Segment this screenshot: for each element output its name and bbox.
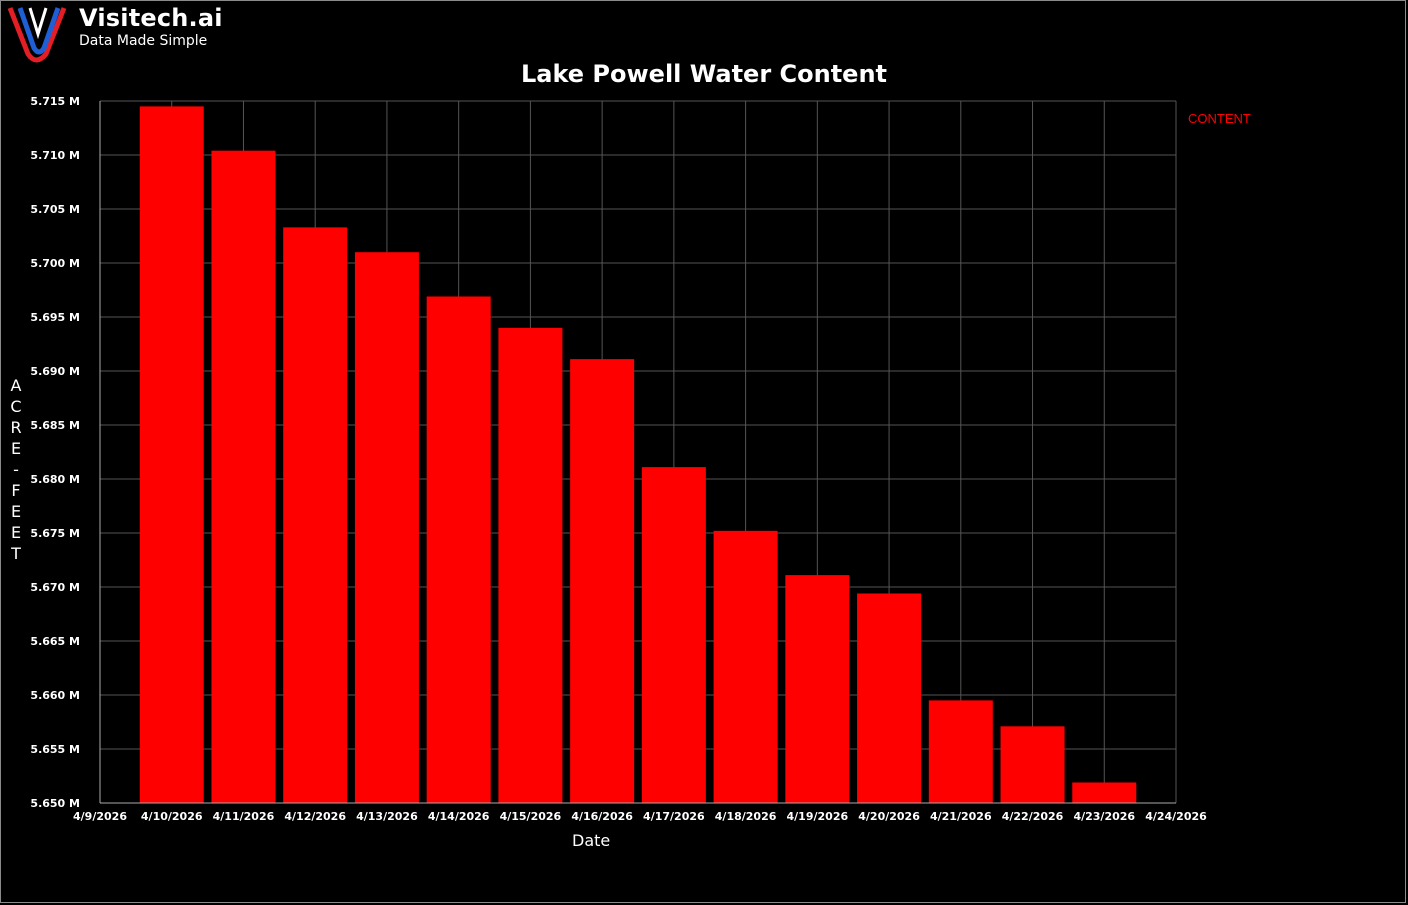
y-tick-label: 5.670 M <box>30 581 80 594</box>
chart-title: Lake Powell Water Content <box>520 60 888 88</box>
bar-4-18-2026 <box>713 530 778 803</box>
bar-4-21-2026 <box>928 700 993 803</box>
bar-4-13-2026 <box>354 252 419 803</box>
bar-4-20-2026 <box>857 593 922 803</box>
bar-4-23-2026 <box>1072 782 1137 803</box>
y-tick-label: 5.655 M <box>30 743 80 756</box>
x-tick-label: 4/10/2026 <box>141 810 203 823</box>
y-tick-label: 5.675 M <box>30 527 80 540</box>
y-tick-label: 5.685 M <box>30 419 80 432</box>
bar-4-11-2026 <box>211 150 276 803</box>
x-tick-label: 4/24/2026 <box>1145 810 1207 823</box>
y-tick-label: 5.700 M <box>30 257 80 270</box>
brand-name: Visitech.ai <box>79 4 223 32</box>
x-tick-label: 4/22/2026 <box>1002 810 1064 823</box>
legend-entry-content: CONTENT <box>1188 111 1251 126</box>
x-tick-label: 4/12/2026 <box>284 810 346 823</box>
bar-4-19-2026 <box>785 575 850 803</box>
x-tick-label: 4/11/2026 <box>213 810 275 823</box>
bar-4-17-2026 <box>641 467 706 803</box>
y-tick-label: 5.695 M <box>30 311 80 324</box>
y-tick-label: 5.715 M <box>30 95 80 108</box>
y-tick-label: 5.690 M <box>30 365 80 378</box>
x-tick-label: 4/9/2026 <box>73 810 127 823</box>
visitech-logo-icon <box>7 7 67 63</box>
y-tick-label: 5.705 M <box>30 203 80 216</box>
x-tick-label: 4/21/2026 <box>930 810 992 823</box>
x-tick-label: 4/23/2026 <box>1073 810 1135 823</box>
x-tick-label: 4/14/2026 <box>428 810 490 823</box>
bar-4-15-2026 <box>498 327 563 803</box>
x-tick-label: 4/18/2026 <box>715 810 777 823</box>
y-tick-label: 5.660 M <box>30 689 80 702</box>
bar-4-22-2026 <box>1000 726 1065 803</box>
x-tick-label: 4/15/2026 <box>500 810 562 823</box>
x-tick-label: 4/16/2026 <box>571 810 633 823</box>
bar-4-12-2026 <box>283 227 348 804</box>
y-tick-label: 5.710 M <box>30 149 80 162</box>
x-tick-label: 4/20/2026 <box>858 810 920 823</box>
y-tick-label: 5.650 M <box>30 797 80 810</box>
bar-4-14-2026 <box>426 296 491 803</box>
bar-4-10-2026 <box>139 106 204 803</box>
x-tick-label: 4/19/2026 <box>787 810 849 823</box>
bar-4-16-2026 <box>570 359 635 803</box>
x-axis-label: Date <box>572 831 611 850</box>
brand-tagline: Data Made Simple <box>79 33 208 49</box>
y-tick-label: 5.680 M <box>30 473 80 486</box>
x-tick-label: 4/13/2026 <box>356 810 418 823</box>
y-tick-label: 5.665 M <box>30 635 80 648</box>
x-tick-label: 4/17/2026 <box>643 810 705 823</box>
